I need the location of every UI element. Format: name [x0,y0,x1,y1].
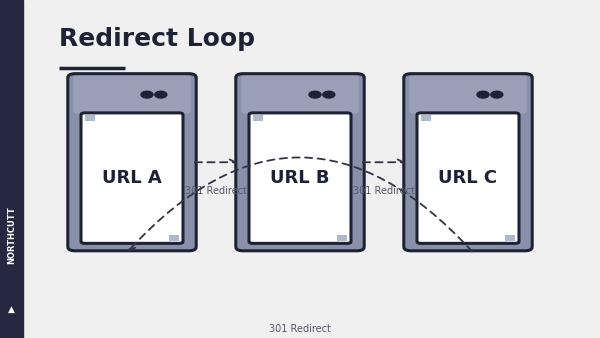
FancyBboxPatch shape [68,74,196,251]
Bar [169,235,179,241]
Bar [85,115,95,121]
Bar [505,235,515,241]
Circle shape [477,91,489,98]
Circle shape [141,91,153,98]
Bar [337,235,347,241]
Text: 301 Redirect: 301 Redirect [185,186,247,196]
FancyBboxPatch shape [404,74,532,251]
Text: 301 Redirect: 301 Redirect [353,186,415,196]
Bar [253,115,263,121]
FancyBboxPatch shape [249,113,351,243]
Circle shape [309,91,321,98]
Text: URL B: URL B [270,169,330,187]
FancyBboxPatch shape [409,76,527,114]
FancyBboxPatch shape [417,113,519,243]
Text: URL A: URL A [102,169,162,187]
FancyBboxPatch shape [81,113,183,243]
Circle shape [323,91,335,98]
Bar [0,0,23,338]
Text: Redirect Loop: Redirect Loop [59,27,255,51]
FancyBboxPatch shape [73,76,191,114]
Bar [421,115,431,121]
Text: 301 Redirect: 301 Redirect [269,324,331,335]
FancyBboxPatch shape [236,74,364,251]
Circle shape [491,91,503,98]
Text: URL C: URL C [439,169,497,187]
Text: ▲: ▲ [8,305,15,314]
Circle shape [155,91,167,98]
FancyBboxPatch shape [241,76,359,114]
Text: NORTHCUTT: NORTHCUTT [7,206,16,264]
